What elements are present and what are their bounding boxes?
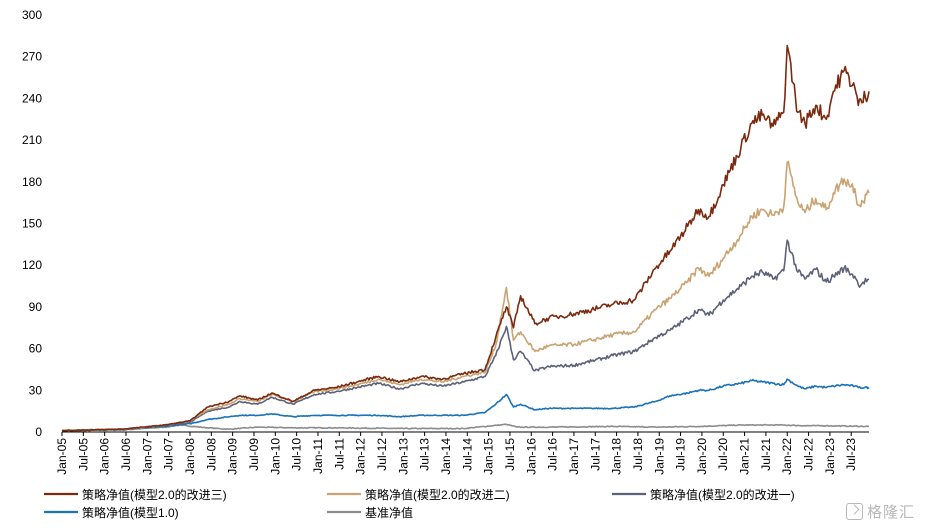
legend-label: 策略净值(模型2.0的改进二) — [365, 487, 510, 502]
x-tick-label: Jan-11 — [311, 438, 325, 474]
legend: 策略净值(模型2.0的改进三) 策略净值(模型2.0的改进二) 策略净值(模型2.0… — [44, 487, 795, 520]
y-tick-label: 90 — [29, 300, 43, 314]
x-tick-label: Jul-10 — [290, 438, 304, 471]
legend-label: 策略净值(模型2.0的改进一) — [650, 487, 795, 502]
x-tick-label: Jul-16 — [546, 438, 560, 471]
legend-label: 基准净值 — [365, 505, 413, 520]
x-tick-label: Jul-22 — [802, 438, 816, 471]
x-tick-label: Jul-06 — [119, 438, 133, 471]
series-line-1 — [62, 44, 870, 432]
x-tick-label: Jul-08 — [204, 438, 218, 471]
x-tick-label: Jan-23 — [823, 438, 837, 475]
series-line-5 — [61, 423, 870, 432]
x-tick-label: Jan-22 — [780, 438, 794, 475]
x-tick-label: Jan-06 — [98, 438, 112, 475]
x-tick-label: Jul-17 — [588, 438, 602, 471]
watermark-logo: 格隆汇 — [845, 501, 915, 522]
y-tick-label: 150 — [22, 217, 42, 231]
x-tick-label: Jan-08 — [183, 438, 197, 475]
x-tick-label: Jan-10 — [268, 438, 282, 475]
y-tick-label: 120 — [22, 258, 42, 272]
x-tick-label: Jan-14 — [439, 438, 453, 475]
x-tick-label: Jul-14 — [460, 438, 474, 471]
x-tick-label: Jan-13 — [396, 438, 410, 475]
y-tick-label: 30 — [29, 383, 43, 397]
x-tick-label: Jul-12 — [375, 438, 389, 471]
x-tick-label: Jan-21 — [738, 438, 752, 475]
x-tick-label: Jul-13 — [418, 438, 432, 471]
logo-icon — [845, 503, 863, 520]
x-tick-label: Jul-20 — [716, 438, 730, 471]
y-tick-label: 300 — [22, 8, 42, 22]
x-tick-label: Jan-16 — [524, 438, 538, 475]
x-tick-label: Jul-18 — [631, 438, 645, 471]
x-tick-label: Jul-07 — [162, 438, 176, 471]
legend-label: 策略净值(模型1.0) — [82, 505, 179, 520]
x-tick-label: Jan-19 — [652, 438, 666, 475]
x-tick-label: Jan-18 — [610, 438, 624, 475]
x-tick-label: Jan-15 — [482, 438, 496, 475]
series-line-3 — [61, 239, 870, 432]
series-layer — [61, 44, 870, 432]
x-tick-label: Jul-15 — [503, 438, 517, 471]
x-tick-label: Jan-12 — [354, 438, 368, 475]
x-tick-label: Jul-19 — [674, 438, 688, 471]
x-tick-label: Jan-05 — [55, 438, 69, 475]
y-tick-label: 210 — [22, 133, 42, 147]
x-tick-label: Jan-17 — [567, 438, 581, 475]
y-axis: 0 30 60 90 120 150 180 210 240 270 300 — [22, 8, 42, 439]
x-tick-label: Jul-23 — [844, 438, 858, 471]
x-axis: Jan-05 Jul-05 Jan-06 Jul-06 Jan-07 Jul-07 Jan-… — [55, 432, 858, 475]
x-tick-label: Jul-21 — [759, 438, 773, 471]
x-tick-label: Jan-20 — [695, 438, 709, 475]
series-line-2 — [61, 160, 870, 432]
y-tick-label: 270 — [22, 50, 42, 64]
x-tick-label: Jan-09 — [226, 438, 240, 475]
y-tick-label: 60 — [29, 342, 43, 356]
y-tick-label: 180 — [22, 175, 42, 189]
y-tick-label: 0 — [35, 425, 42, 439]
legend-label: 策略净值(模型2.0的改进三) — [82, 487, 227, 502]
x-tick-label: Jul-05 — [76, 438, 90, 471]
y-tick-label: 240 — [22, 91, 42, 105]
x-tick-label: Jul-09 — [247, 438, 261, 471]
x-tick-label: Jan-07 — [140, 438, 154, 475]
x-tick-label: Jul-11 — [332, 438, 346, 470]
series-line-4 — [61, 378, 870, 432]
